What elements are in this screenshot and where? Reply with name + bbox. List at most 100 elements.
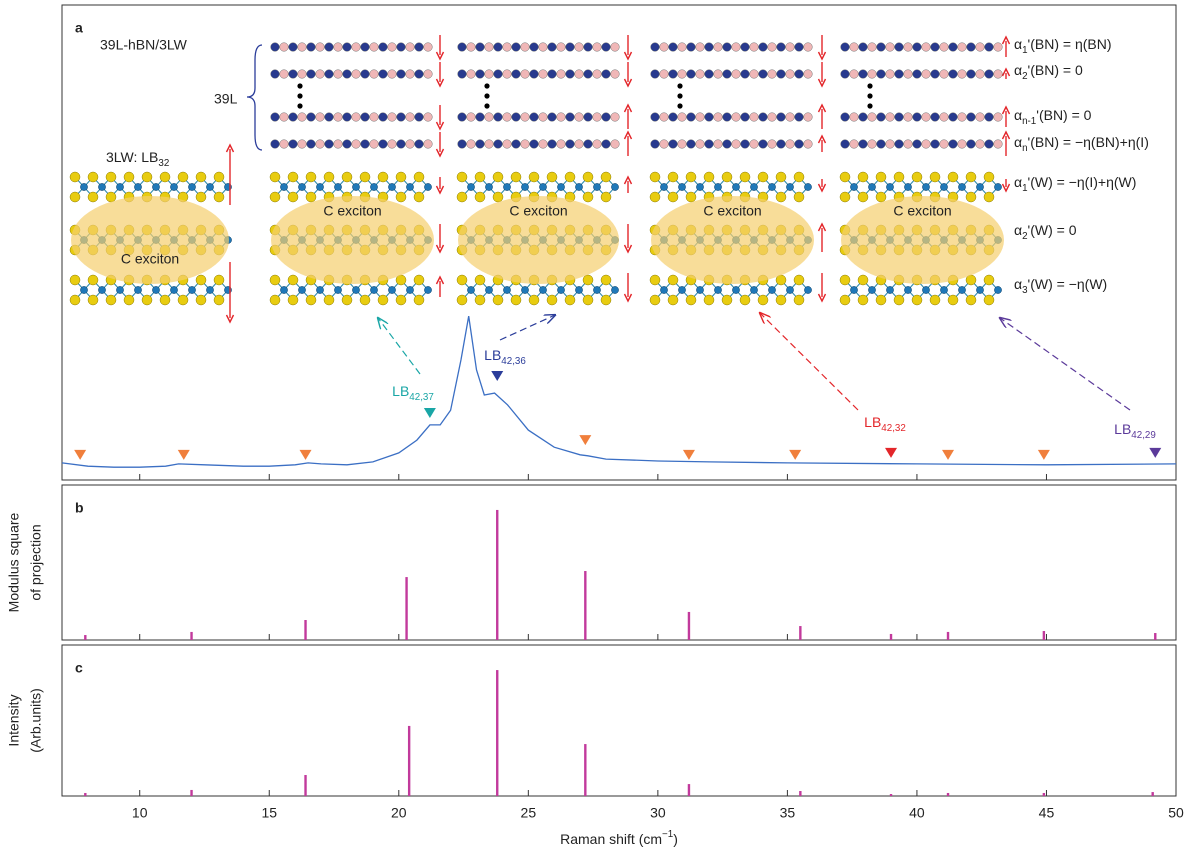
atom: [704, 69, 714, 79]
peak-marker: [177, 449, 190, 460]
atom: [839, 274, 851, 286]
atom: [704, 139, 714, 149]
atom: [69, 171, 81, 183]
atom: [714, 286, 722, 294]
atom: [538, 69, 548, 79]
atom: [141, 294, 153, 306]
subscript: 2: [1022, 231, 1027, 242]
layer-label: α3'(W) = −η(W): [1014, 276, 1107, 296]
spectrum-line: [61, 315, 1177, 468]
atom: [660, 286, 668, 294]
atom: [324, 42, 334, 52]
atom: [695, 112, 705, 122]
atom: [849, 69, 859, 79]
atom: [966, 42, 976, 52]
atom: [767, 42, 777, 52]
displacement-arrowhead: [817, 183, 827, 193]
atom: [868, 286, 876, 294]
text-part: 3LW: LB: [106, 149, 158, 165]
atom: [758, 42, 768, 52]
atom: [667, 274, 679, 286]
atom: [650, 112, 660, 122]
atom: [785, 42, 795, 52]
atom: [601, 69, 611, 79]
atom: [696, 286, 704, 294]
bar: [304, 620, 307, 640]
atom: [611, 286, 619, 294]
displacement-arrowhead: [817, 103, 827, 113]
atom: [484, 42, 494, 52]
atom: [370, 183, 378, 191]
atom: [69, 274, 81, 286]
x-tick-label: 50: [1168, 805, 1184, 821]
atom: [424, 286, 432, 294]
atom: [713, 112, 723, 122]
atom: [195, 294, 207, 306]
atom: [87, 294, 99, 306]
atom: [359, 171, 371, 183]
atom: [965, 294, 977, 306]
displacement-arrowhead: [1001, 130, 1011, 140]
atom: [305, 171, 317, 183]
atom: [306, 42, 316, 52]
bar: [1151, 792, 1154, 796]
ellipsis-dot: [677, 83, 683, 89]
atom: [704, 112, 714, 122]
atom: [785, 69, 795, 79]
atom: [474, 191, 486, 203]
atom: [803, 112, 813, 122]
y-axis-label: (Arb.units): [28, 688, 44, 753]
text-part: LB: [1114, 421, 1131, 437]
x-tick-label: 20: [391, 805, 407, 821]
peak-marker: [1037, 449, 1050, 460]
atom: [279, 69, 289, 79]
x-tick-label: 10: [132, 805, 148, 821]
atom: [650, 42, 660, 52]
atom: [582, 171, 594, 183]
atom: [731, 42, 741, 52]
atom: [667, 294, 679, 306]
text-part: α: [1014, 222, 1022, 238]
ellipsis-dot: [867, 83, 873, 89]
atom: [297, 42, 307, 52]
atom: [948, 42, 958, 52]
atom: [767, 69, 777, 79]
atom: [886, 183, 894, 191]
atom: [740, 139, 750, 149]
atom: [749, 139, 759, 149]
bar: [496, 509, 499, 640]
atom: [885, 69, 895, 79]
atom: [475, 139, 485, 149]
atom: [958, 286, 966, 294]
atom: [839, 171, 851, 183]
atom: [740, 42, 750, 52]
atom: [893, 171, 905, 183]
atom: [610, 112, 620, 122]
peak-marker: [789, 449, 802, 460]
atom: [387, 112, 397, 122]
pointer-arrow: [760, 313, 859, 411]
atom: [195, 274, 207, 286]
text-part: LB: [392, 383, 409, 399]
ellipsis-dot: [867, 103, 873, 109]
displacement-arrowhead: [623, 103, 633, 113]
atom: [297, 69, 307, 79]
atom: [521, 286, 529, 294]
atom: [739, 294, 751, 306]
atom: [116, 286, 124, 294]
atom: [280, 286, 288, 294]
atom: [966, 112, 976, 122]
displacement-arrowhead: [435, 121, 445, 131]
text-part: '(BN) = −η(BN)+η(I): [1028, 134, 1149, 150]
atom: [457, 42, 467, 52]
bar: [1042, 631, 1046, 640]
peak-marker: [885, 447, 898, 458]
atom: [510, 171, 522, 183]
atom: [396, 69, 406, 79]
atom: [520, 139, 530, 149]
panel-label: b: [75, 500, 84, 516]
atom: [134, 286, 142, 294]
atom: [484, 139, 494, 149]
atom: [341, 294, 353, 306]
displacement-arrowhead: [623, 78, 633, 88]
